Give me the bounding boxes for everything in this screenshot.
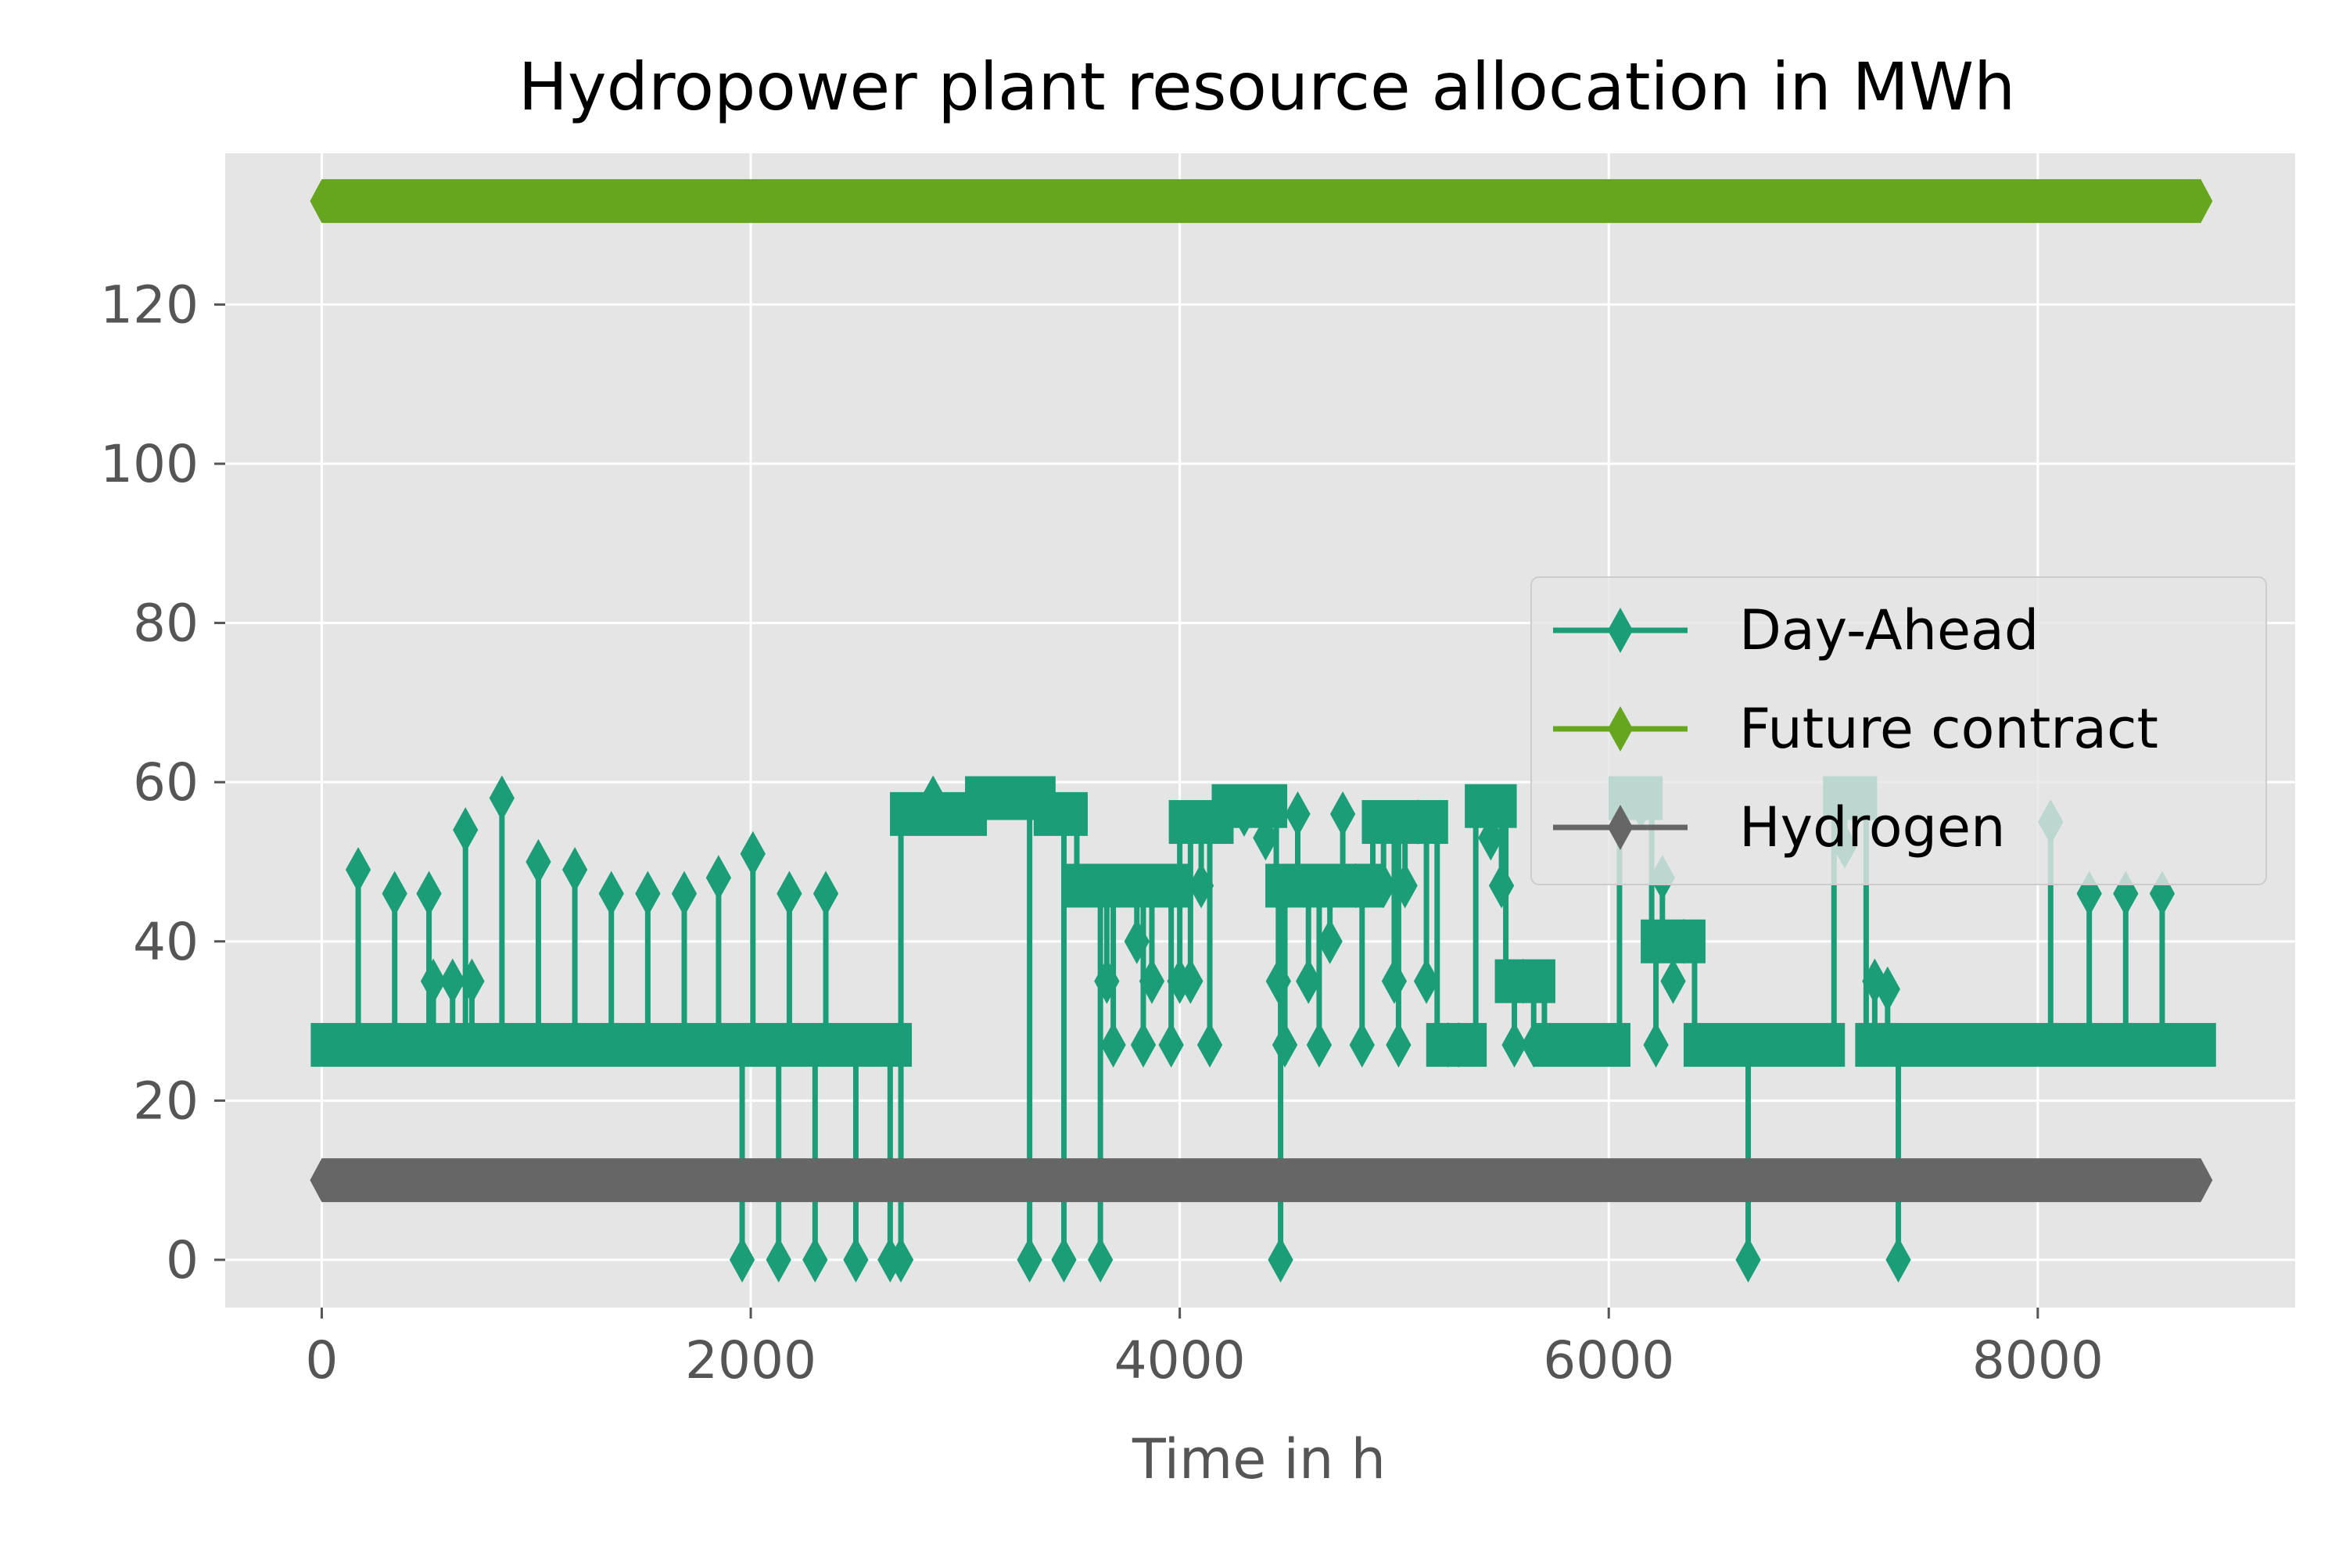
day-ahead-point [1386,1022,1412,1068]
day-ahead-point [1735,1236,1761,1283]
day-ahead-point [843,1236,869,1283]
day-ahead-point [729,1236,755,1283]
day-ahead-point [526,838,551,885]
day-ahead-point [1478,815,1504,861]
day-ahead-point [1100,1022,1126,1068]
day-ahead-point [1196,1022,1223,1068]
day-ahead-point [1017,1236,1042,1283]
day-ahead-point [812,870,839,917]
y-tick-label: 100 [100,434,199,494]
x-tick-label: 0 [305,1330,338,1390]
day-ahead-point [1317,918,1343,964]
series-layer [310,179,2216,1283]
day-ahead-point [1874,966,1900,1012]
day-ahead-point [1488,863,1515,909]
day-ahead-point [1671,918,1697,964]
legend-marker-future-contract [1607,705,1634,752]
day-ahead-point [740,831,766,877]
day-ahead-point [777,870,802,917]
series-hydrogen [310,1158,2213,1203]
x-tick-label: 4000 [1114,1330,1246,1390]
legend: Day-Ahead Future contract Hydrogen [1530,576,2267,885]
day-ahead-point [1349,1022,1375,1068]
y-tick-label: 80 [133,594,199,654]
y-tick-label: 40 [133,912,199,972]
y-tick-label: 60 [133,752,199,813]
legend-label-future-contract: Future contract [1739,697,2158,761]
day-ahead-point [453,807,479,853]
day-ahead-point [439,958,465,1004]
day-ahead-point [489,775,515,821]
x-tick-label: 2000 [685,1330,816,1390]
day-ahead-point [1088,1236,1114,1283]
legend-label-day-ahead: Day-Ahead [1739,598,2039,662]
day-ahead-point [1158,1022,1184,1068]
day-ahead-point [420,958,447,1004]
legend-label-hydrogen: Hydrogen [1739,795,2005,859]
day-ahead-point [1253,815,1279,861]
day-ahead-band [1855,1023,2216,1067]
day-ahead-band [1683,1023,1846,1067]
day-ahead-point [888,1236,914,1283]
day-ahead-point [1285,791,1311,837]
y-tick-label: 120 [100,274,199,335]
day-ahead-point [1051,1236,1077,1283]
future-contract-line [310,179,2213,224]
y-tick-label: 20 [133,1071,199,1131]
day-ahead-band [1533,1023,1630,1067]
day-ahead-point [1231,791,1257,837]
chart-title: Hydropower plant resource allocation in … [518,48,2016,125]
hydrogen-line [310,1158,2213,1203]
day-ahead-point [1521,1022,1547,1068]
day-ahead-point [1371,863,1397,909]
axes: 0 2000 4000 6000 8000 0 20 40 60 80 100 120 [100,274,2104,1390]
day-ahead-point [1272,1022,1298,1068]
day-ahead-point [920,775,946,821]
day-ahead-point [1296,958,1322,1004]
day-ahead-point [1643,1022,1669,1068]
day-ahead-point [1178,958,1203,1004]
day-ahead-point [1413,958,1440,1004]
day-ahead-point [1885,1236,1911,1283]
day-ahead-point [1392,863,1418,909]
day-ahead-point [1510,958,1536,1004]
legend-marker-day-ahead [1607,607,1634,654]
day-ahead-point [1139,958,1165,1004]
day-ahead-point [1501,1022,1527,1068]
legend-marker-hydrogen [1607,804,1634,851]
day-ahead-point [382,870,407,917]
day-ahead-point [766,1236,791,1283]
day-ahead-point [1268,1236,1293,1283]
series-day-ahead [310,775,2216,1283]
day-ahead-point [416,870,442,917]
x-tick-label: 6000 [1543,1330,1674,1390]
day-ahead-point [1446,1022,1472,1068]
day-ahead-point [1130,1022,1157,1068]
day-ahead-point [1306,1022,1333,1068]
day-ahead-point [561,847,588,893]
legend-box [1530,576,2267,885]
day-ahead-point [1329,791,1356,837]
y-tick-label: 0 [166,1230,199,1290]
day-ahead-point [1660,958,1686,1004]
x-tick-label: 8000 [1972,1330,2104,1390]
day-ahead-point [802,1236,828,1283]
day-ahead-point [459,958,485,1004]
x-axis-label: Time in h [1132,1427,1386,1491]
series-future-contract [310,179,2213,224]
day-ahead-band [1033,791,1088,836]
day-ahead-point [671,870,698,917]
day-ahead-point [345,847,371,893]
day-ahead-point [598,870,624,917]
day-ahead-point [705,855,732,901]
grid [225,153,2295,1308]
day-ahead-point [635,870,661,917]
